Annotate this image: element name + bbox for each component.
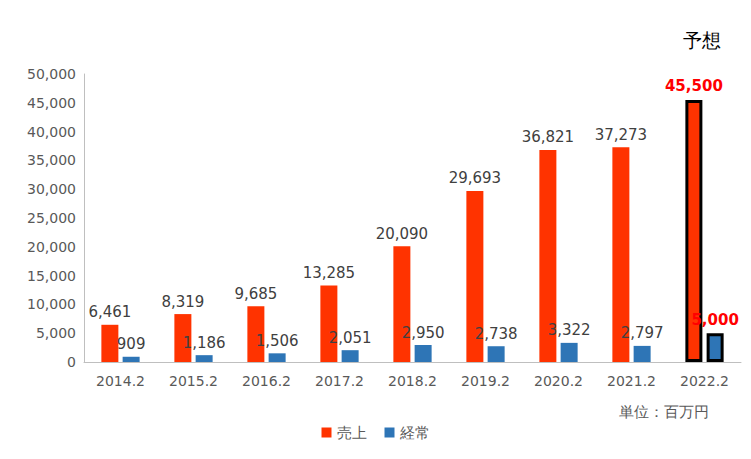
svg-text:2021.2: 2021.2 xyxy=(607,373,656,389)
svg-text:0: 0 xyxy=(67,354,76,370)
svg-text:2017.2: 2017.2 xyxy=(315,373,364,389)
svg-text:50,000: 50,000 xyxy=(27,66,76,82)
svg-text:3,322: 3,322 xyxy=(548,321,591,339)
svg-text:1,186: 1,186 xyxy=(183,334,226,352)
svg-text:45,500: 45,500 xyxy=(665,77,723,95)
svg-text:2018.2: 2018.2 xyxy=(388,373,437,389)
svg-text:36,821: 36,821 xyxy=(522,128,575,146)
svg-text:9,685: 9,685 xyxy=(234,285,277,303)
svg-text:909: 909 xyxy=(117,335,146,353)
svg-text:40,000: 40,000 xyxy=(27,124,76,140)
svg-text:2020.2: 2020.2 xyxy=(534,373,583,389)
svg-text:2014.2: 2014.2 xyxy=(96,373,145,389)
svg-text:25,000: 25,000 xyxy=(27,210,76,226)
svg-text:45,000: 45,000 xyxy=(27,95,76,111)
svg-text:5,000: 5,000 xyxy=(691,311,738,329)
svg-text:15,000: 15,000 xyxy=(27,268,76,284)
svg-text:20,090: 20,090 xyxy=(376,225,429,243)
svg-text:30,000: 30,000 xyxy=(27,181,76,197)
svg-text:35,000: 35,000 xyxy=(27,152,76,168)
svg-text:2,738: 2,738 xyxy=(475,325,518,343)
svg-text:8,319: 8,319 xyxy=(161,293,204,311)
svg-text:1,506: 1,506 xyxy=(256,332,299,350)
svg-text:37,273: 37,273 xyxy=(595,126,648,144)
svg-text:予想: 予想 xyxy=(683,29,721,51)
svg-text:経常: 経常 xyxy=(399,424,430,442)
svg-text:20,000: 20,000 xyxy=(27,239,76,255)
svg-text:単位：百万円: 単位：百万円 xyxy=(619,403,709,421)
svg-text:5,000: 5,000 xyxy=(36,325,76,341)
svg-text:2022.2: 2022.2 xyxy=(680,373,729,389)
svg-text:13,285: 13,285 xyxy=(303,264,356,282)
svg-text:2,051: 2,051 xyxy=(329,329,372,347)
svg-text:売上: 売上 xyxy=(337,424,367,442)
svg-text:2,797: 2,797 xyxy=(621,324,664,342)
svg-text:2015.2: 2015.2 xyxy=(169,373,218,389)
svg-text:2,950: 2,950 xyxy=(402,324,445,342)
svg-text:29,693: 29,693 xyxy=(449,169,502,187)
svg-text:6,461: 6,461 xyxy=(88,303,131,321)
svg-text:2016.2: 2016.2 xyxy=(242,373,291,389)
svg-text:2019.2: 2019.2 xyxy=(461,373,510,389)
svg-text:10,000: 10,000 xyxy=(27,296,76,312)
